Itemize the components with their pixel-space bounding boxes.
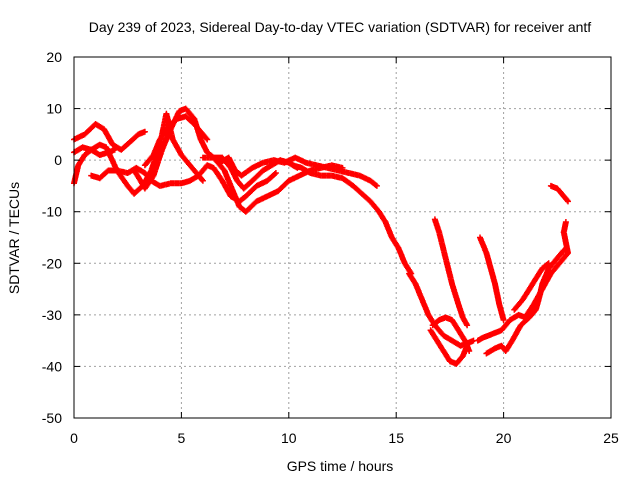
y-tick-label: -10 <box>42 204 62 220</box>
x-tick-label: 25 <box>603 430 619 446</box>
y-axis-label: SDTVAR / TECUs <box>6 182 22 294</box>
satellite-track-8 <box>217 154 380 189</box>
point-markers <box>511 260 552 313</box>
axis-ticks: 0 5 10 15 20 25 -50 -40 -30 -20 -10 0 10 20 <box>42 49 619 446</box>
satellite-track-9 <box>290 162 415 277</box>
data-points <box>71 105 571 367</box>
point-markers <box>477 234 507 323</box>
satellite-track-18 <box>547 182 571 205</box>
satellite-track-16 <box>483 247 567 357</box>
point-markers <box>290 162 415 277</box>
y-tick-label: -40 <box>42 358 62 374</box>
satellite-track-13 <box>431 216 471 329</box>
x-tick-label: 15 <box>388 430 404 446</box>
point-markers <box>483 247 567 357</box>
x-tick-label: 5 <box>178 430 186 446</box>
plot-frame <box>73 56 612 419</box>
point-markers <box>431 216 471 329</box>
grid <box>74 57 611 418</box>
point-markers <box>406 270 477 349</box>
satellite-track-12 <box>427 327 471 367</box>
chart-title: Day 239 of 2023, Sidereal Day-to-day VTE… <box>89 19 592 35</box>
y-tick-label: 0 <box>54 152 62 168</box>
y-tick-label: 10 <box>46 101 62 117</box>
point-markers <box>547 182 571 205</box>
x-tick-label: 10 <box>281 430 297 446</box>
point-markers <box>131 105 301 192</box>
satellite-track-10 <box>406 270 477 349</box>
x-axis-label: GPS time / hours <box>287 458 394 474</box>
y-tick-label: -20 <box>42 255 62 271</box>
y-tick-label: 20 <box>46 49 62 65</box>
x-tick-label: 0 <box>70 430 78 446</box>
satellite-track-6 <box>131 105 301 192</box>
y-tick-label: -30 <box>42 307 62 323</box>
x-tick-label: 20 <box>496 430 512 446</box>
satellite-track-17 <box>511 260 552 313</box>
satellite-track-14 <box>477 234 507 323</box>
point-markers <box>217 154 380 189</box>
point-markers <box>427 327 471 367</box>
y-tick-label: -50 <box>42 410 62 426</box>
